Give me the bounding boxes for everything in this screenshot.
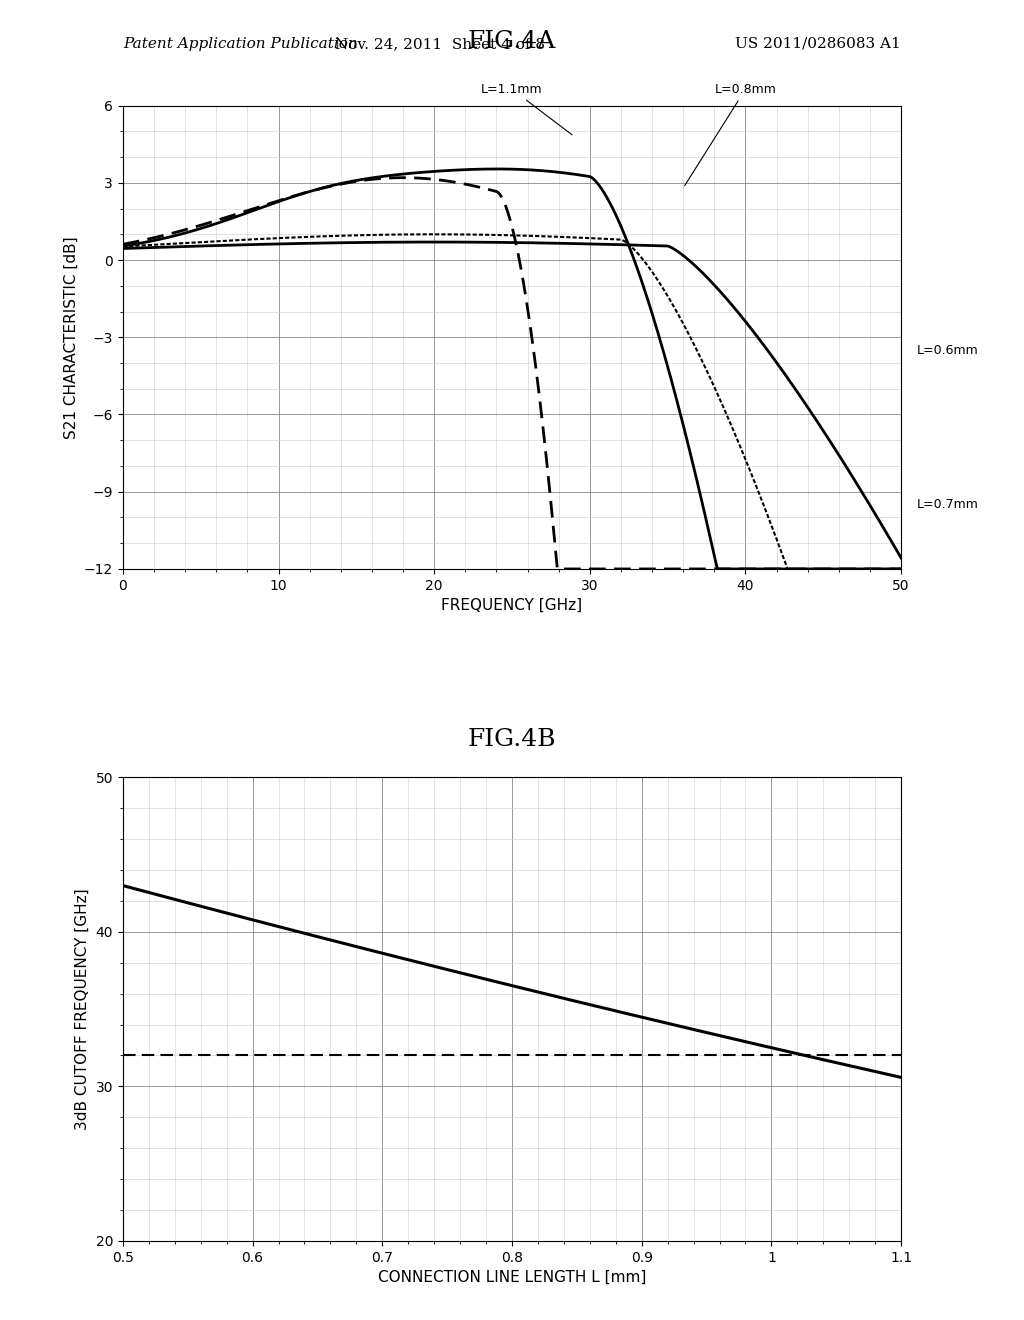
Text: Nov. 24, 2011  Sheet 4 of 8: Nov. 24, 2011 Sheet 4 of 8 bbox=[335, 37, 546, 51]
Text: Patent Application Publication: Patent Application Publication bbox=[123, 37, 357, 51]
Text: L=0.7mm: L=0.7mm bbox=[916, 498, 979, 511]
Text: L=0.6mm: L=0.6mm bbox=[916, 343, 979, 356]
Text: US 2011/0286083 A1: US 2011/0286083 A1 bbox=[735, 37, 901, 51]
Text: L=1.1mm: L=1.1mm bbox=[481, 83, 572, 135]
Y-axis label: 3dB CUTOFF FREQUENCY [GHz]: 3dB CUTOFF FREQUENCY [GHz] bbox=[75, 888, 90, 1130]
Text: FIG.4B: FIG.4B bbox=[468, 729, 556, 751]
Y-axis label: S21 CHARACTERISTIC [dB]: S21 CHARACTERISTIC [dB] bbox=[63, 236, 79, 438]
X-axis label: FREQUENCY [GHz]: FREQUENCY [GHz] bbox=[441, 598, 583, 614]
Text: FIG.4A: FIG.4A bbox=[468, 30, 556, 53]
X-axis label: CONNECTION LINE LENGTH L [mm]: CONNECTION LINE LENGTH L [mm] bbox=[378, 1270, 646, 1286]
Text: L=0.8mm: L=0.8mm bbox=[685, 83, 776, 186]
